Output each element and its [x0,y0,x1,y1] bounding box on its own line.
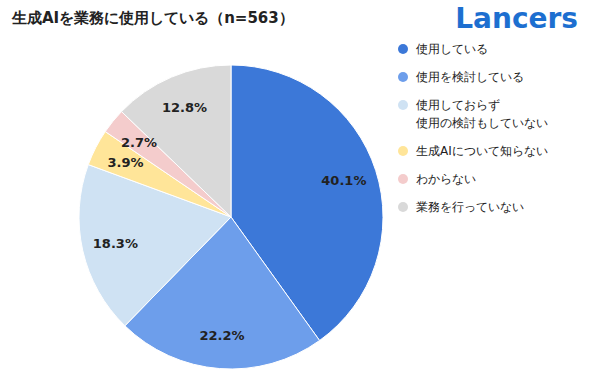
svg-text:2.7%: 2.7% [121,135,157,150]
svg-text:22.2%: 22.2% [200,328,245,343]
html-text:生成AIを業務に使用している（n=563）: 生成AIを業務に使用している（n=563） [12,9,294,27]
html-text:Lancers: Lancers [455,2,578,35]
html-text:使用しておらず: 使用しておらず [416,98,500,112]
html-text:使用している: 使用している [416,42,488,56]
html-text:使用を検討している: 使用を検討している [416,70,524,84]
svg-text:40.1%: 40.1% [321,173,366,188]
html-text:業務を行っていない: 業務を行っていない [416,200,524,214]
svg-text:12.8%: 12.8% [162,100,207,115]
svg-text:3.9%: 3.9% [108,155,144,170]
html-text:使用の検討もしていない: 使用の検討もしていない [416,116,548,130]
svg-text:18.3%: 18.3% [93,236,138,251]
html-text:生成AIについて知らない: 生成AIについて知らない [416,144,548,158]
html-text:わからない: わからない [416,172,476,186]
